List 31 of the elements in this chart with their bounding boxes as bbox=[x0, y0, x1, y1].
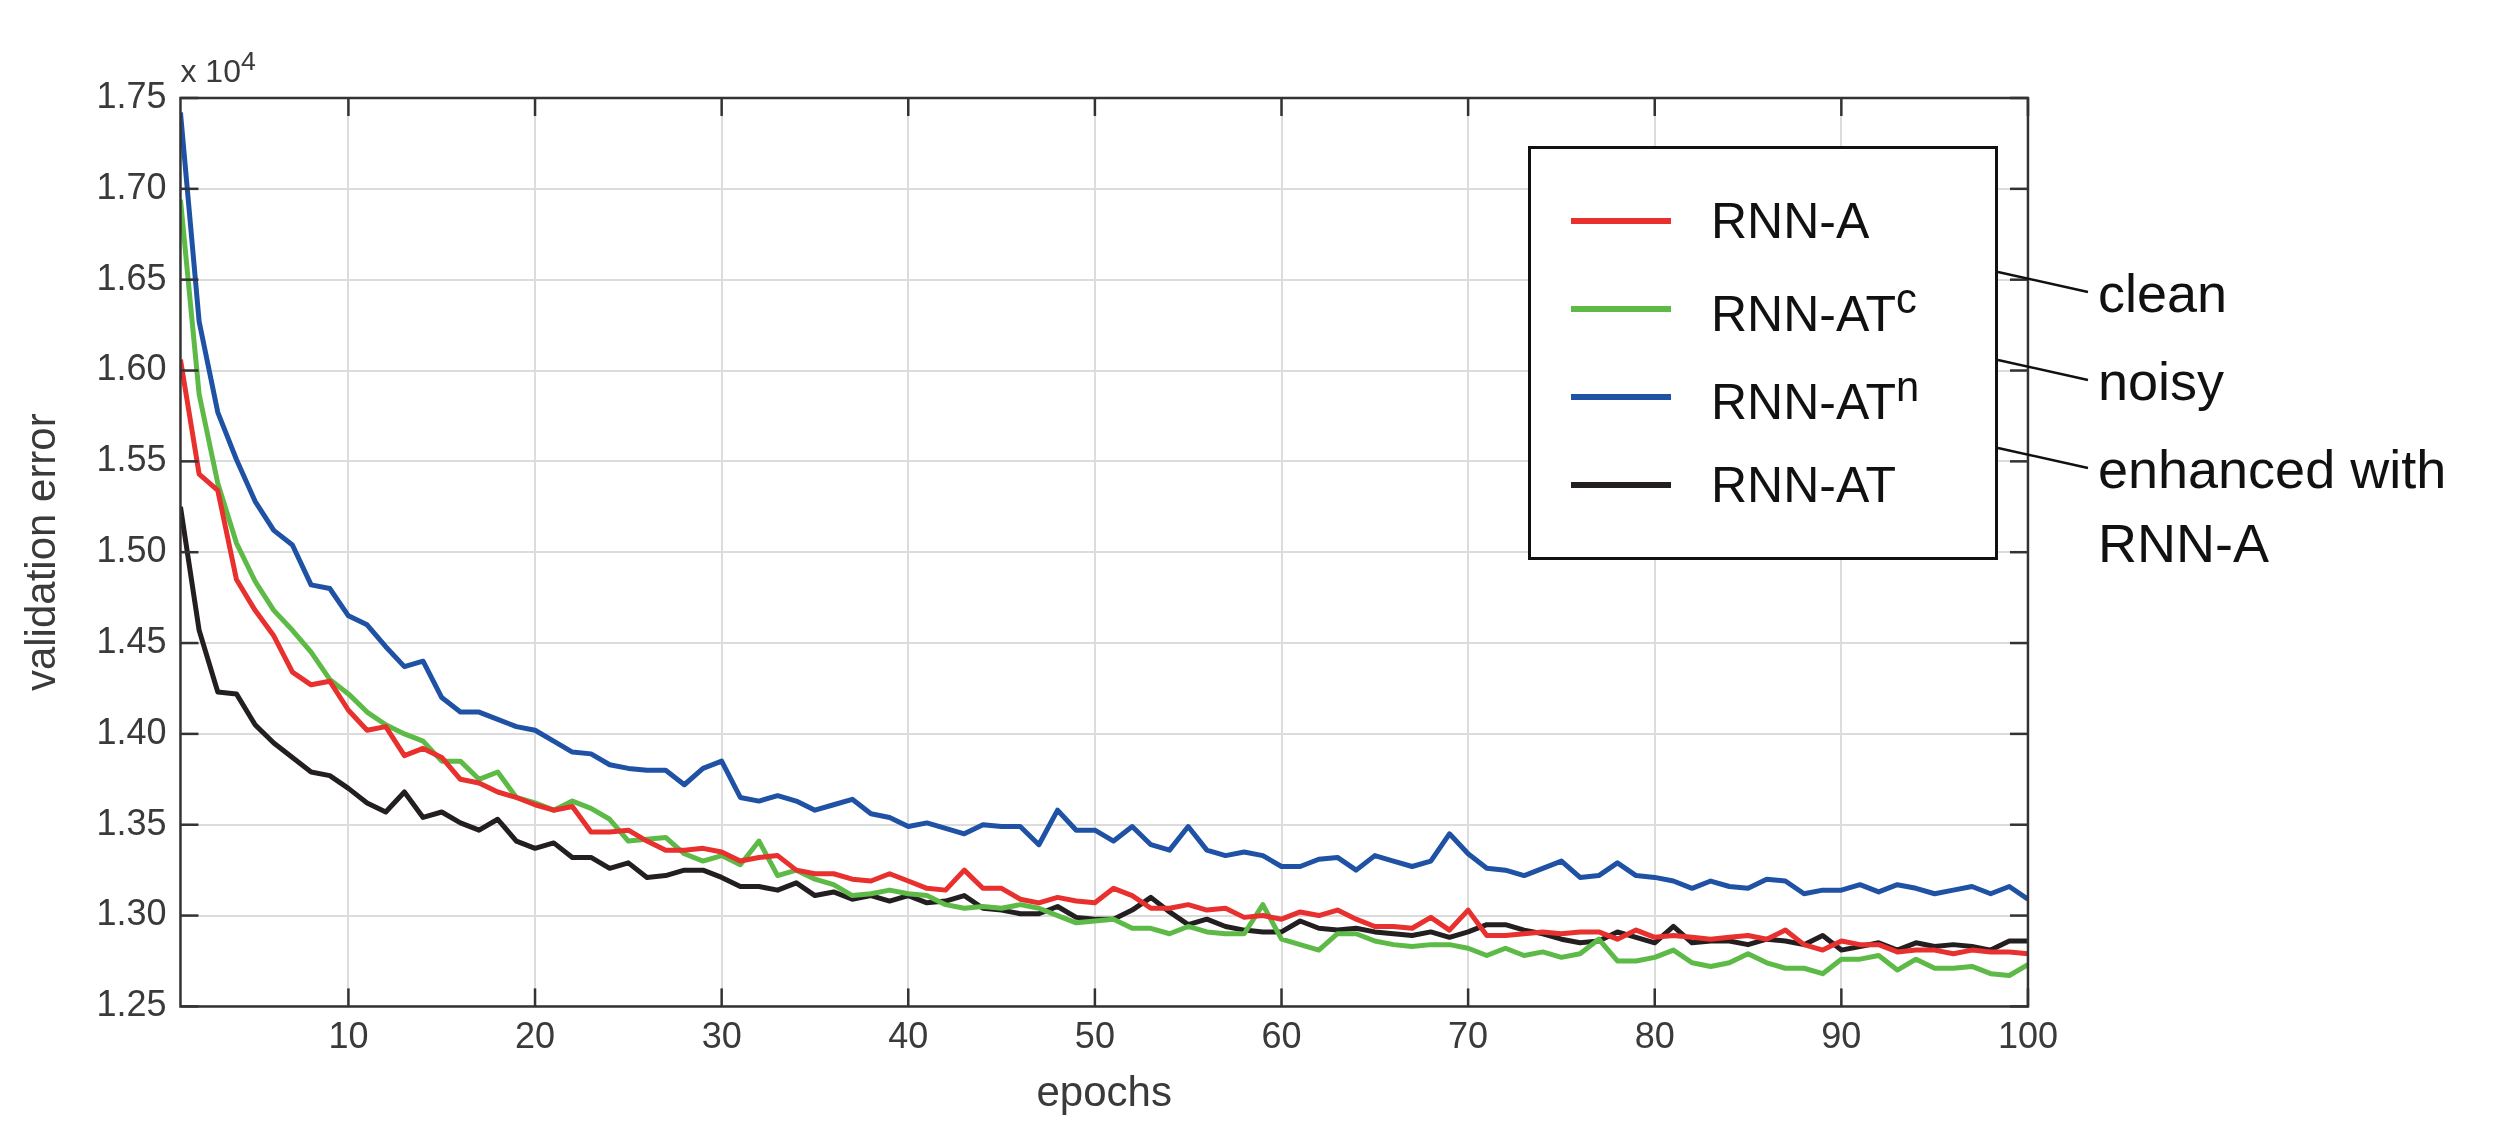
y-tick-label: 1.65 bbox=[96, 256, 167, 298]
y-tick-label: 1.70 bbox=[96, 165, 167, 207]
y-tick-label: 1.50 bbox=[96, 529, 167, 571]
legend-label: RNN-AT$^{n}$ bbox=[1710, 363, 1920, 431]
text: enhanced with RNN-A bbox=[2097, 438, 2448, 575]
y-tick-label: 1.35 bbox=[96, 801, 167, 843]
y-tick-label: 1.60 bbox=[96, 347, 167, 389]
legend-label: RNN-AT bbox=[1710, 456, 1897, 514]
x-tick-label: 10 bbox=[328, 1014, 369, 1056]
text: x 10$^{4}$ bbox=[180, 46, 256, 90]
x-axis-title: epochs bbox=[1036, 1068, 1172, 1116]
y-axis-title: validation error bbox=[16, 413, 64, 692]
y-tick-label: 1.55 bbox=[96, 438, 167, 480]
x-tick-label: 30 bbox=[701, 1014, 742, 1056]
x-tick-label: 90 bbox=[1821, 1014, 1862, 1056]
y-tick-label: 1.75 bbox=[96, 74, 167, 116]
legend-label: RNN-AT$^{c}$ bbox=[1710, 275, 1917, 343]
x-tick-label: 70 bbox=[1448, 1014, 1489, 1056]
y-tick-label: 1.30 bbox=[96, 892, 167, 934]
x-tick-label: 60 bbox=[1261, 1014, 1302, 1056]
text: clean bbox=[2097, 262, 2229, 325]
text: noisy bbox=[2097, 350, 2225, 413]
x-tick-label: 50 bbox=[1074, 1014, 1115, 1056]
y-tick-label: 1.25 bbox=[96, 983, 167, 1025]
x-tick-label: 40 bbox=[888, 1014, 929, 1056]
y-tick-label: 1.40 bbox=[96, 710, 167, 752]
x-tick-label: 20 bbox=[515, 1014, 556, 1056]
x-tick-label: 100 bbox=[1997, 1014, 2059, 1056]
legend-label: RNN-A bbox=[1710, 192, 1870, 250]
y-tick-label: 1.45 bbox=[96, 619, 167, 661]
x-tick-label: 80 bbox=[1634, 1014, 1675, 1056]
